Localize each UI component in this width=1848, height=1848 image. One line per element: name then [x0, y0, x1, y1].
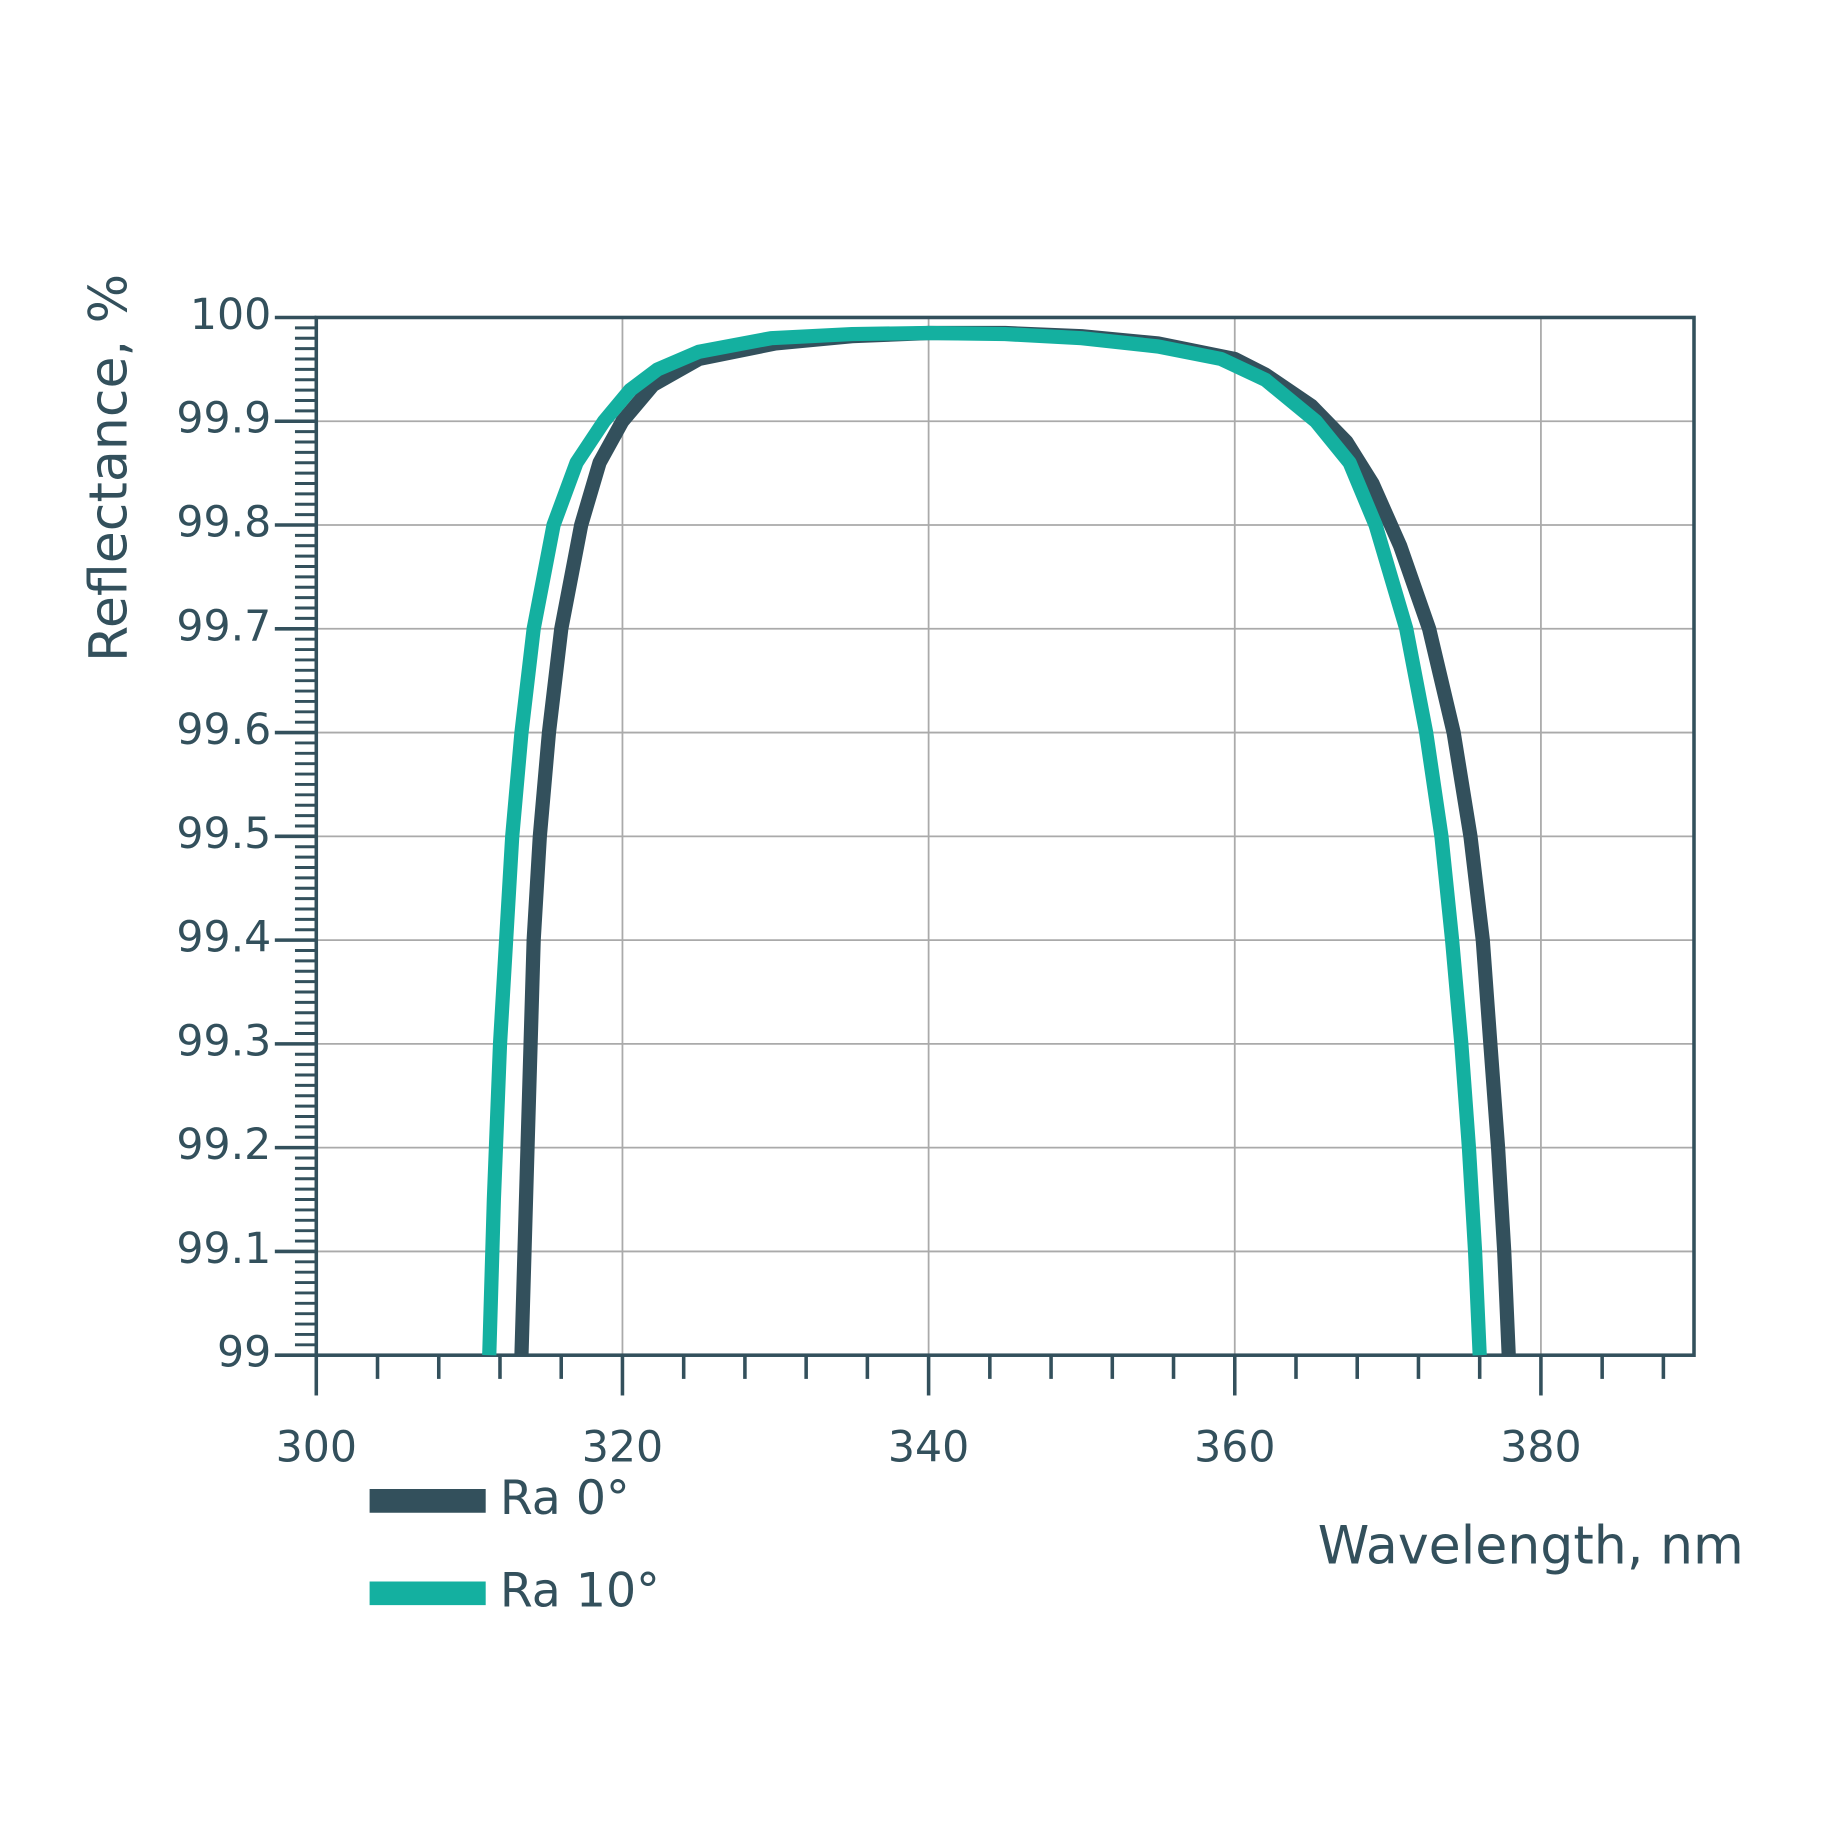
x-tick-label: 380: [1500, 1422, 1581, 1472]
y-axis-label: Reflectance, %: [80, 274, 140, 662]
legend-label: Ra 0°: [500, 1471, 630, 1526]
y-tick-label: 99.8: [176, 498, 271, 548]
y-tick-label: 99.6: [176, 705, 271, 755]
x-tick-label: 320: [582, 1422, 663, 1472]
y-tick-label: 99.4: [176, 913, 271, 963]
y-tick-label: 99.5: [176, 809, 271, 859]
y-tick-label: 99.1: [176, 1224, 271, 1274]
y-tick-label: 99.3: [176, 1016, 271, 1066]
y-tick-label: 99: [217, 1328, 271, 1378]
legend-label: Ra 10°: [500, 1563, 660, 1618]
y-tick-label: 99.9: [176, 394, 271, 444]
series-line: [482, 325, 1487, 1356]
x-axis-label: Wavelength, nm: [1318, 1516, 1744, 1576]
y-tick-label: 99.2: [176, 1120, 271, 1170]
y-tick-label: 100: [190, 290, 271, 340]
x-tick-label: 340: [888, 1422, 969, 1472]
y-tick-label: 99.7: [176, 601, 271, 651]
x-tick-label: 360: [1194, 1422, 1275, 1472]
x-tick-label: 300: [276, 1422, 357, 1472]
